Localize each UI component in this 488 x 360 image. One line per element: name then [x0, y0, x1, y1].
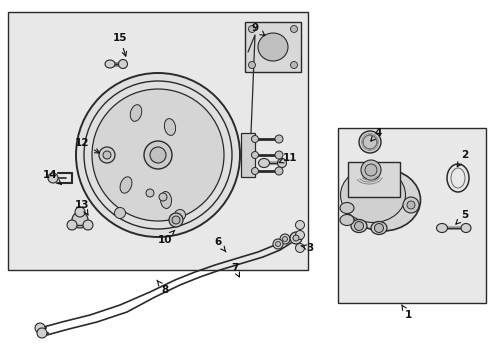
Circle shape	[37, 328, 47, 338]
Ellipse shape	[340, 167, 405, 222]
Ellipse shape	[105, 60, 115, 68]
Circle shape	[272, 239, 283, 249]
Bar	[241, 133, 254, 177]
Circle shape	[360, 160, 380, 180]
Circle shape	[92, 89, 224, 221]
Text: 15: 15	[113, 33, 127, 56]
Circle shape	[76, 73, 240, 237]
Bar	[337, 128, 485, 303]
Circle shape	[406, 201, 414, 209]
Circle shape	[75, 207, 85, 217]
Circle shape	[280, 234, 289, 244]
Bar	[8, 12, 307, 270]
Ellipse shape	[436, 224, 447, 233]
Circle shape	[275, 242, 280, 247]
Circle shape	[289, 232, 302, 244]
Circle shape	[282, 237, 287, 242]
Text: 1: 1	[401, 305, 411, 320]
Text: 5: 5	[455, 210, 468, 224]
Circle shape	[150, 147, 165, 163]
Circle shape	[67, 220, 77, 230]
Ellipse shape	[130, 105, 142, 121]
Text: 9: 9	[251, 23, 264, 36]
Circle shape	[374, 224, 383, 233]
Circle shape	[174, 210, 185, 220]
Text: 14: 14	[42, 170, 61, 185]
Circle shape	[354, 221, 363, 230]
Text: 12: 12	[75, 138, 99, 153]
Circle shape	[290, 26, 297, 32]
Circle shape	[169, 213, 183, 227]
Circle shape	[48, 173, 58, 183]
Circle shape	[146, 189, 154, 197]
Ellipse shape	[339, 215, 353, 225]
Text: 6: 6	[214, 237, 225, 252]
Ellipse shape	[118, 59, 127, 68]
Circle shape	[274, 167, 283, 175]
Circle shape	[274, 151, 283, 159]
Text: 4: 4	[370, 128, 381, 141]
Circle shape	[159, 193, 167, 201]
Circle shape	[295, 220, 304, 230]
Circle shape	[99, 147, 115, 163]
Circle shape	[83, 220, 93, 230]
Ellipse shape	[460, 224, 470, 233]
Ellipse shape	[345, 169, 420, 231]
Circle shape	[172, 216, 180, 224]
Circle shape	[143, 141, 172, 169]
Circle shape	[72, 212, 88, 228]
Text: 13: 13	[75, 200, 89, 215]
Circle shape	[290, 62, 297, 68]
Circle shape	[35, 323, 45, 333]
Circle shape	[248, 62, 255, 68]
Circle shape	[295, 230, 304, 239]
Circle shape	[251, 152, 258, 158]
Text: 8: 8	[157, 280, 168, 295]
Circle shape	[248, 26, 255, 32]
Bar	[347, 162, 399, 197]
Ellipse shape	[339, 202, 353, 213]
Circle shape	[251, 167, 258, 175]
Ellipse shape	[370, 221, 386, 234]
Text: 11: 11	[279, 153, 297, 163]
Ellipse shape	[258, 158, 269, 167]
Bar	[244, 22, 301, 72]
Circle shape	[103, 151, 111, 159]
Ellipse shape	[164, 118, 175, 135]
Ellipse shape	[277, 158, 286, 167]
Circle shape	[402, 197, 418, 213]
Ellipse shape	[120, 177, 132, 193]
Circle shape	[274, 135, 283, 143]
Text: 7: 7	[231, 263, 239, 277]
Circle shape	[292, 235, 298, 241]
Circle shape	[364, 164, 376, 176]
Ellipse shape	[160, 192, 171, 208]
Ellipse shape	[258, 33, 287, 61]
Circle shape	[295, 243, 304, 252]
Circle shape	[114, 207, 125, 219]
Text: 10: 10	[158, 230, 174, 245]
Circle shape	[251, 135, 258, 143]
Text: 3: 3	[300, 243, 313, 253]
Circle shape	[362, 135, 376, 149]
Circle shape	[358, 131, 380, 153]
Text: 2: 2	[456, 150, 468, 167]
Ellipse shape	[350, 220, 366, 233]
